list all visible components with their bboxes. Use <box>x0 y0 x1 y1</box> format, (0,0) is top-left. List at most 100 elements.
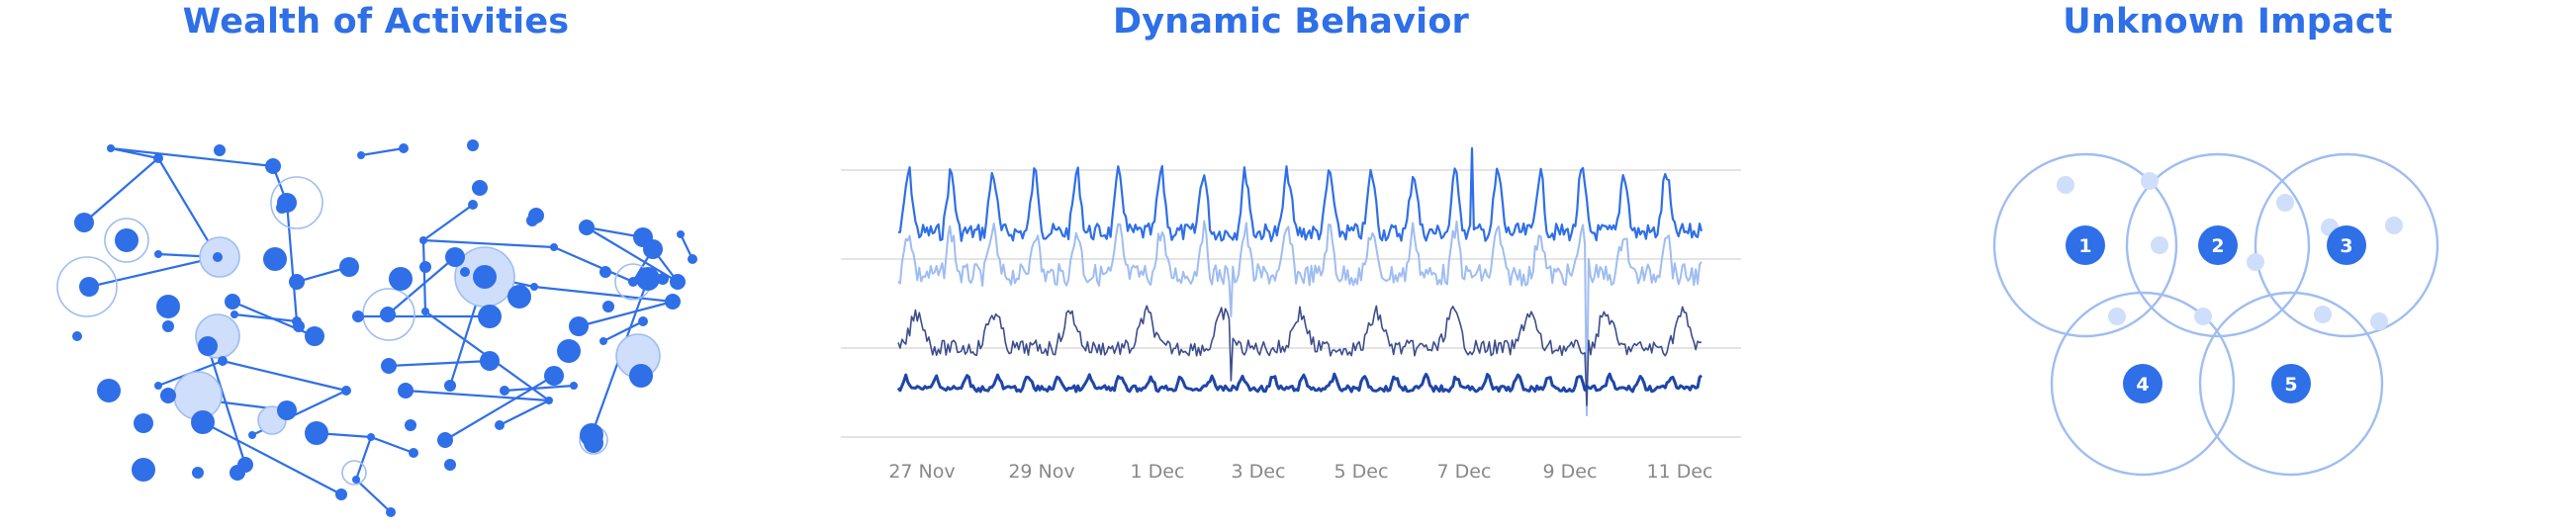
network-node <box>437 432 453 448</box>
panel-dynamic-behavior: Dynamic Behavior 27 Nov 29 Nov 1 Dec 3 Dec 5… <box>791 0 1791 532</box>
network-node <box>276 202 288 214</box>
network-node <box>643 239 663 259</box>
network-node <box>225 294 240 310</box>
network-node <box>628 277 638 287</box>
network-link <box>110 146 274 168</box>
network-node <box>263 247 287 271</box>
network-link <box>602 320 644 342</box>
chart-x-axis: 27 Nov 29 Nov 1 Dec 3 Dec 5 Dec 7 Dec 9 Dec 11 … <box>888 461 1712 483</box>
x-tick-label: 27 Nov <box>888 461 955 483</box>
chart-grid <box>841 169 1741 438</box>
network-link <box>444 375 555 441</box>
network-node <box>214 144 226 156</box>
venn-badge-label: 3 <box>2340 235 2352 257</box>
network-node <box>670 274 686 290</box>
network-node <box>472 180 488 196</box>
panel-unknown-impact: Unknown Impact 1 2 3 4 5 <box>1880 0 2576 532</box>
network-link <box>233 312 298 323</box>
network-node <box>638 316 648 326</box>
network-link <box>370 435 414 455</box>
venn-circles <box>1992 152 2439 477</box>
venn-badge-label: 1 <box>2078 235 2091 257</box>
network-node <box>570 382 578 390</box>
network-node <box>153 153 163 163</box>
network-node <box>265 158 281 174</box>
network-node <box>495 420 505 430</box>
network-nodes <box>72 139 697 517</box>
network-node <box>528 208 544 223</box>
network-node <box>74 213 94 232</box>
network-link <box>586 226 679 283</box>
x-tick-label: 5 Dec <box>1334 461 1389 483</box>
network-node <box>599 266 611 278</box>
network-link <box>354 436 373 481</box>
network-node <box>530 283 538 291</box>
venn-diagram: 1 2 3 4 5 <box>1992 152 2439 477</box>
network-node <box>191 410 215 434</box>
network-node <box>467 139 479 151</box>
venn-badge-label: 5 <box>2284 374 2297 396</box>
venn-dot <box>2370 312 2388 330</box>
network-node <box>677 230 685 238</box>
network-node <box>419 261 431 273</box>
network-node <box>688 254 697 264</box>
network-link <box>88 255 219 289</box>
network-link <box>222 359 347 393</box>
network-node <box>160 388 176 403</box>
venn-circle <box>1992 152 2178 338</box>
venn-dot <box>2108 308 2126 325</box>
network-node <box>352 310 364 322</box>
network-node <box>237 457 253 473</box>
network-node <box>97 379 121 402</box>
network-node <box>192 467 204 479</box>
line-chart: 27 Nov 29 Nov 1 Dec 3 Dec 5 Dec 7 Dec 9 Dec 11 … <box>841 146 1741 483</box>
network-link <box>285 202 299 322</box>
x-tick-label: 1 Dec <box>1131 461 1185 483</box>
venn-dot <box>2141 172 2159 190</box>
network-node <box>305 326 324 346</box>
network-node <box>557 339 581 363</box>
network-node <box>198 336 218 356</box>
network-link <box>553 245 634 284</box>
venn-dot <box>2194 308 2212 325</box>
venn-badge-5 <box>2271 364 2311 403</box>
network-link <box>388 359 491 368</box>
venn-badge-2 <box>2198 225 2238 265</box>
venn-badge-label: 4 <box>2136 374 2149 396</box>
panel-title-impact: Unknown Impact <box>2063 2 2393 42</box>
venn-dot <box>2247 253 2264 271</box>
network-node <box>468 200 478 210</box>
network-node <box>357 151 365 159</box>
network-node <box>405 419 416 431</box>
network-node <box>444 459 456 471</box>
network-node <box>545 397 553 404</box>
network-node <box>79 277 99 297</box>
network-node <box>107 144 115 152</box>
network-node <box>154 382 162 390</box>
network-node <box>398 383 414 399</box>
network-node <box>134 413 153 433</box>
panel-title-activities: Wealth of Activities <box>182 2 570 42</box>
x-tick-label: 11 Dec <box>1647 461 1713 483</box>
venn-badge-1 <box>2066 225 2105 265</box>
panel-title-behavior: Dynamic Behavior <box>1112 2 1470 42</box>
network-node <box>218 356 228 366</box>
network-halo <box>56 256 118 317</box>
network-link <box>533 285 674 304</box>
network-node <box>460 267 470 277</box>
network-node <box>480 351 500 371</box>
x-tick-label: 7 Dec <box>1437 461 1492 483</box>
network-node <box>339 257 359 277</box>
network-link <box>422 204 474 241</box>
network-node <box>500 386 509 396</box>
network-node <box>629 364 653 388</box>
network-node <box>367 433 375 441</box>
network-link <box>202 421 342 495</box>
network-link <box>355 479 392 513</box>
network-node <box>380 307 396 322</box>
series-1-line <box>898 146 1703 242</box>
network-node <box>248 431 256 439</box>
network-node <box>657 273 669 285</box>
venn-dots <box>2057 172 2403 330</box>
venn-dot <box>2385 217 2403 234</box>
